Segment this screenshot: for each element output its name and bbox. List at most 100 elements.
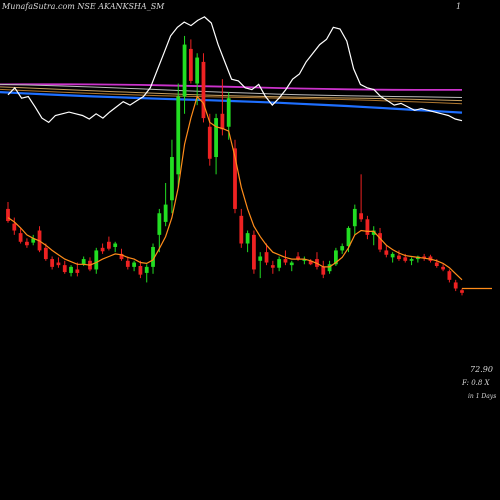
candle-body (384, 250, 389, 255)
candle-body (289, 262, 294, 266)
candle-body (302, 259, 307, 261)
candle-body (119, 253, 124, 260)
candle-body (195, 57, 200, 84)
candle-body (100, 247, 105, 252)
candle (453, 279, 458, 292)
candle (447, 269, 452, 283)
candle-body (258, 256, 263, 261)
candle (106, 236, 111, 251)
candle (113, 241, 118, 253)
candle-body (12, 223, 17, 231)
candle (37, 226, 42, 253)
candle-body (214, 118, 218, 158)
candle-body (239, 215, 244, 244)
candle-body (138, 266, 143, 275)
candle-body (283, 259, 288, 263)
candle-body (233, 148, 237, 209)
candle-body (94, 250, 99, 270)
candle (422, 253, 427, 261)
candle-body (352, 208, 357, 227)
candle-body (252, 234, 256, 270)
candle-body (176, 96, 181, 175)
candle (144, 264, 149, 283)
candle-body (182, 44, 187, 97)
candle (258, 252, 263, 279)
candle-body (296, 256, 300, 260)
candle (188, 39, 193, 84)
candle-body (409, 259, 414, 261)
ma-line-0 (0, 83, 462, 91)
candle (233, 139, 237, 214)
candle-body (56, 262, 61, 266)
candle-body (264, 252, 269, 263)
candle-body (50, 259, 55, 267)
corner-mark: 1 (456, 2, 461, 11)
candle (100, 243, 105, 254)
candle-body (201, 61, 206, 119)
candle (69, 265, 73, 277)
candle (94, 247, 99, 274)
candle (125, 256, 130, 270)
candle (302, 256, 307, 265)
candle (138, 260, 143, 279)
candle (31, 234, 36, 246)
candle-body (346, 227, 351, 247)
candle-body (75, 269, 80, 273)
candle-body (170, 157, 174, 201)
candle-body (447, 271, 452, 280)
candle-body (365, 219, 370, 235)
candle-body (163, 204, 168, 222)
candle-body (277, 259, 282, 268)
candle (340, 243, 345, 254)
candle (308, 259, 313, 266)
candle-body (397, 255, 401, 260)
candle (6, 202, 10, 223)
candle-body (144, 266, 149, 273)
candle (409, 257, 414, 266)
candle-body (403, 257, 408, 261)
candle-body (245, 233, 250, 244)
candle (56, 257, 61, 268)
candle-body (106, 241, 111, 249)
candle-body (151, 246, 155, 267)
candle (264, 243, 269, 266)
candle-body (132, 262, 137, 267)
ma-line-3 (0, 88, 463, 105)
ema-line (7, 95, 463, 281)
candle (239, 208, 244, 248)
candle (157, 208, 162, 253)
moving-averages (0, 83, 463, 114)
price-readout: 72.90 (470, 365, 493, 374)
candle (201, 53, 206, 123)
ma-line-1 (0, 83, 463, 98)
candle-body (453, 282, 458, 289)
candle-body (333, 250, 338, 265)
candle (163, 182, 168, 227)
candle-body (207, 126, 212, 159)
candle (176, 83, 181, 188)
candle (170, 139, 174, 214)
candle-body (31, 238, 36, 243)
candle (62, 260, 67, 274)
candle-body (43, 247, 48, 260)
candle (277, 256, 282, 272)
candle (321, 260, 326, 279)
candle (390, 252, 395, 263)
candle (252, 230, 256, 274)
candle (182, 35, 187, 114)
candle-body (81, 259, 86, 265)
candle (441, 264, 445, 272)
candle-body (69, 266, 73, 273)
candle-body (62, 265, 67, 273)
candle-body (25, 241, 29, 246)
candle-body (378, 233, 382, 250)
candle-body (270, 265, 275, 268)
candle-body (157, 213, 162, 235)
candle (365, 215, 370, 240)
candle-body (441, 266, 445, 270)
candle-body (422, 256, 427, 259)
close-price-line (7, 16, 463, 124)
candle (25, 238, 29, 248)
